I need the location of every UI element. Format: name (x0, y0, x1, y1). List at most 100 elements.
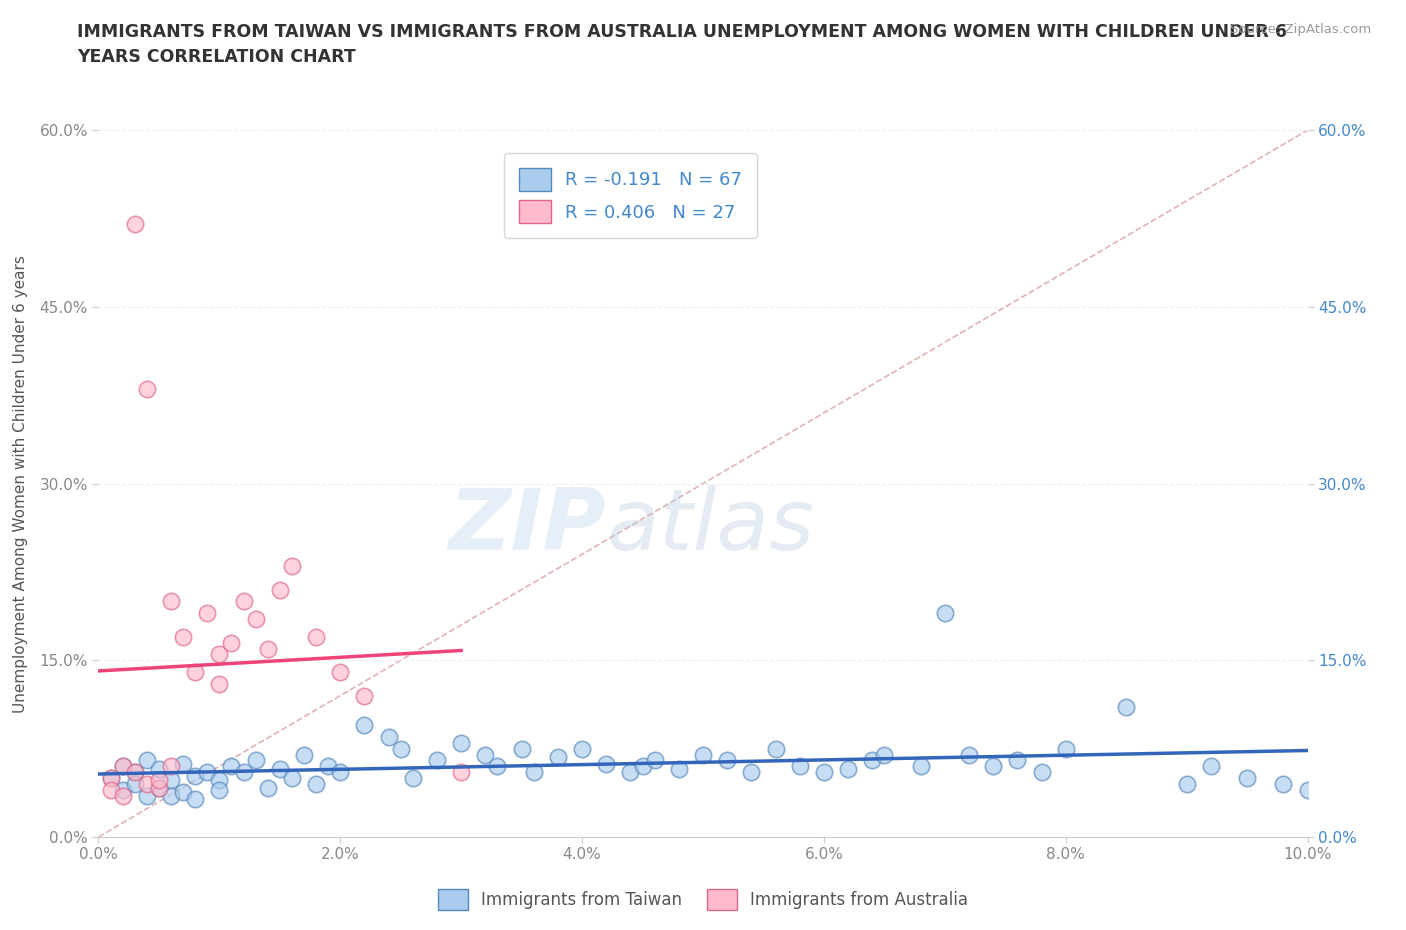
Point (172, 756, 194, 771)
Point (195, 764, 218, 779)
Point (124, 764, 146, 779)
Point (547, 750, 569, 764)
Point (305, 630, 328, 644)
Point (510, 741, 533, 756)
Point (1175, 777, 1198, 791)
Text: ZIP: ZIP (449, 485, 606, 567)
Point (111, 789, 134, 804)
Point (221, 635, 243, 650)
Point (644, 753, 666, 768)
Point (281, 771, 304, 786)
Point (873, 747, 896, 762)
Point (353, 718, 375, 733)
Point (256, 780, 278, 795)
Point (184, 768, 207, 783)
Point (148, 762, 170, 777)
Point (124, 777, 146, 791)
Point (135, 777, 157, 791)
Point (232, 764, 254, 779)
Text: IMMIGRANTS FROM TAIWAN VS IMMIGRANTS FROM AUSTRALIA UNEMPLOYMENT AMONG WOMEN WIT: IMMIGRANTS FROM TAIWAN VS IMMIGRANTS FRO… (77, 23, 1288, 66)
Point (789, 759, 811, 774)
Point (1199, 759, 1222, 774)
Point (329, 665, 352, 680)
Point (765, 741, 787, 756)
Point (450, 764, 472, 779)
Point (184, 791, 207, 806)
Point (957, 747, 980, 762)
Point (716, 753, 738, 768)
Point (837, 762, 859, 777)
Point (148, 773, 170, 788)
Point (402, 771, 425, 786)
Text: Source: ZipAtlas.com: Source: ZipAtlas.com (1230, 23, 1371, 36)
Point (377, 729, 399, 744)
Point (111, 782, 134, 797)
Point (245, 753, 267, 768)
Point (329, 764, 352, 779)
Point (148, 780, 170, 795)
Point (523, 764, 546, 779)
Point (256, 641, 278, 656)
Point (269, 582, 291, 597)
Point (668, 762, 690, 777)
Point (1296, 782, 1319, 797)
Point (160, 759, 183, 774)
Point (135, 789, 157, 804)
Point (148, 780, 170, 795)
Point (172, 630, 194, 644)
Point (208, 676, 231, 691)
Point (245, 612, 267, 627)
Point (124, 217, 146, 232)
Point (172, 785, 194, 800)
Point (860, 753, 883, 768)
Point (292, 747, 315, 762)
Point (184, 665, 207, 680)
Point (934, 605, 956, 620)
Point (1272, 777, 1295, 791)
Point (619, 764, 641, 779)
Point (740, 764, 762, 779)
Point (135, 753, 157, 768)
Point (1007, 753, 1029, 768)
Point (474, 747, 496, 762)
Point (160, 789, 183, 804)
Point (631, 759, 654, 774)
Point (1031, 764, 1053, 779)
Point (195, 605, 218, 620)
Point (571, 741, 593, 756)
Point (910, 759, 932, 774)
Point (124, 764, 146, 779)
Point (595, 756, 617, 771)
Point (281, 559, 304, 574)
Point (981, 759, 1004, 774)
Point (100, 771, 122, 786)
Point (111, 759, 134, 774)
Point (450, 736, 472, 751)
Point (813, 764, 835, 779)
Point (208, 773, 231, 788)
Point (305, 777, 328, 791)
Y-axis label: Unemployment Among Women with Children Under 6 years: Unemployment Among Women with Children U… (14, 255, 28, 712)
Point (269, 762, 291, 777)
Point (232, 594, 254, 609)
Point (100, 771, 122, 786)
Point (160, 773, 183, 788)
Point (208, 647, 231, 662)
Point (111, 759, 134, 774)
Point (135, 382, 157, 397)
Point (316, 759, 339, 774)
Point (353, 688, 375, 703)
Legend: R = -0.191   N = 67, R = 0.406   N = 27: R = -0.191 N = 67, R = 0.406 N = 27 (505, 153, 756, 238)
Point (1054, 741, 1077, 756)
Point (1115, 700, 1137, 715)
Point (389, 741, 412, 756)
Point (426, 753, 449, 768)
Point (1236, 771, 1258, 786)
Point (221, 759, 243, 774)
Point (486, 759, 509, 774)
Point (208, 782, 231, 797)
Point (692, 747, 714, 762)
Text: atlas: atlas (606, 485, 814, 567)
Point (100, 782, 122, 797)
Point (160, 594, 183, 609)
